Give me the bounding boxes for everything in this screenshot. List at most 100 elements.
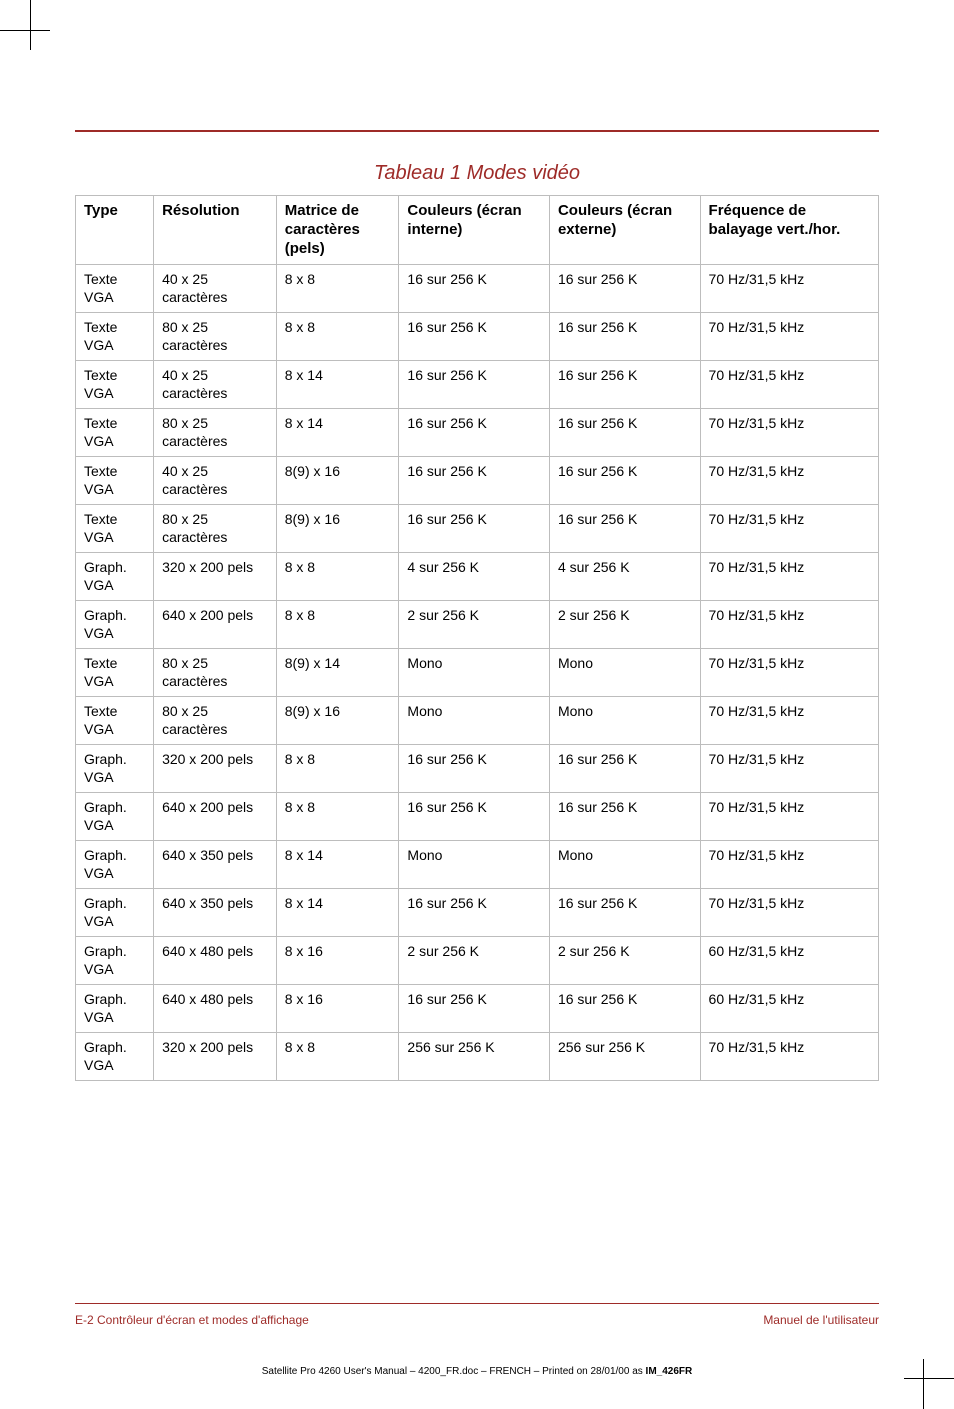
cell-res: 640 x 350 pels [154, 841, 277, 889]
cell-matrix: 8 x 8 [276, 601, 399, 649]
cell-cext: 16 sur 256 K [549, 313, 700, 361]
cell-cint: 16 sur 256 K [399, 265, 550, 313]
cell-res: 80 x 25 caractères [154, 649, 277, 697]
footer: E-2 Contrôleur d'écran et modes d'affich… [75, 1313, 879, 1327]
cell-freq: 70 Hz/31,5 kHz [700, 601, 878, 649]
cell-freq: 70 Hz/31,5 kHz [700, 313, 878, 361]
cell-cint: 16 sur 256 K [399, 793, 550, 841]
cell-res: 320 x 200 pels [154, 1033, 277, 1081]
cell-matrix: 8 x 8 [276, 265, 399, 313]
cell-freq: 70 Hz/31,5 kHz [700, 553, 878, 601]
table-row: Texte VGA80 x 25 caractères8(9) x 1616 s… [76, 505, 879, 553]
cell-freq: 70 Hz/31,5 kHz [700, 1033, 878, 1081]
cell-type: Graph. VGA [76, 889, 154, 937]
cell-cint: 16 sur 256 K [399, 457, 550, 505]
cell-cint: 16 sur 256 K [399, 409, 550, 457]
cell-cext: 2 sur 256 K [549, 937, 700, 985]
cell-type: Graph. VGA [76, 985, 154, 1033]
cell-res: 640 x 480 pels [154, 985, 277, 1033]
header-rule [75, 130, 879, 132]
cell-matrix: 8 x 8 [276, 313, 399, 361]
cell-type: Graph. VGA [76, 601, 154, 649]
col-frequency: Fréquence de balayage vert./hor. [700, 196, 878, 265]
cell-freq: 70 Hz/31,5 kHz [700, 409, 878, 457]
cell-cint: 16 sur 256 K [399, 313, 550, 361]
imprint: Satellite Pro 4260 User's Manual – 4200_… [0, 1366, 954, 1377]
cell-cint: 16 sur 256 K [399, 361, 550, 409]
footer-left: E-2 Contrôleur d'écran et modes d'affich… [75, 1313, 309, 1327]
table-row: Graph. VGA640 x 480 pels8 x 1616 sur 256… [76, 985, 879, 1033]
cell-type: Texte VGA [76, 649, 154, 697]
cell-cint: Mono [399, 697, 550, 745]
table-row: Graph. VGA640 x 350 pels8 x 1416 sur 256… [76, 889, 879, 937]
table-row: Graph. VGA640 x 480 pels8 x 162 sur 256 … [76, 937, 879, 985]
cell-res: 80 x 25 caractères [154, 697, 277, 745]
cell-type: Graph. VGA [76, 841, 154, 889]
table-header-row: Type Résolution Matrice de caractères (p… [76, 196, 879, 265]
page: Tableau 1 Modes vidéo Type Résolution Ma… [0, 0, 954, 1409]
cell-type: Texte VGA [76, 361, 154, 409]
col-matrix: Matrice de caractères (pels) [276, 196, 399, 265]
cell-matrix: 8 x 8 [276, 793, 399, 841]
cell-cint: Mono [399, 841, 550, 889]
cell-cext: 16 sur 256 K [549, 505, 700, 553]
cell-res: 40 x 25 caractères [154, 265, 277, 313]
cell-cext: Mono [549, 649, 700, 697]
cell-freq: 70 Hz/31,5 kHz [700, 793, 878, 841]
video-modes-table: Type Résolution Matrice de caractères (p… [75, 195, 879, 1081]
table-row: Texte VGA80 x 25 caractères8 x 816 sur 2… [76, 313, 879, 361]
cell-freq: 70 Hz/31,5 kHz [700, 889, 878, 937]
cell-freq: 70 Hz/31,5 kHz [700, 697, 878, 745]
cell-cext: 16 sur 256 K [549, 985, 700, 1033]
cell-cint: 16 sur 256 K [399, 985, 550, 1033]
footer-rule [75, 1303, 879, 1304]
cell-res: 640 x 480 pels [154, 937, 277, 985]
cell-freq: 70 Hz/31,5 kHz [700, 841, 878, 889]
cell-res: 640 x 200 pels [154, 601, 277, 649]
cell-cext: Mono [549, 841, 700, 889]
table-title: Tableau 1 Modes vidéo [75, 162, 879, 185]
cell-type: Texte VGA [76, 457, 154, 505]
cell-res: 40 x 25 caractères [154, 361, 277, 409]
cell-type: Graph. VGA [76, 745, 154, 793]
cell-matrix: 8(9) x 16 [276, 505, 399, 553]
cell-type: Graph. VGA [76, 1033, 154, 1081]
cell-cint: 16 sur 256 K [399, 505, 550, 553]
cell-type: Graph. VGA [76, 793, 154, 841]
cell-cext: Mono [549, 697, 700, 745]
col-type: Type [76, 196, 154, 265]
cell-type: Graph. VGA [76, 937, 154, 985]
cell-freq: 70 Hz/31,5 kHz [700, 265, 878, 313]
cell-cint: 2 sur 256 K [399, 937, 550, 985]
cell-matrix: 8(9) x 16 [276, 457, 399, 505]
footer-right: Manuel de l'utilisateur [763, 1313, 879, 1327]
cell-res: 640 x 200 pels [154, 793, 277, 841]
cell-matrix: 8(9) x 16 [276, 697, 399, 745]
cell-res: 320 x 200 pels [154, 553, 277, 601]
cell-freq: 70 Hz/31,5 kHz [700, 505, 878, 553]
table-row: Texte VGA80 x 25 caractères8(9) x 16Mono… [76, 697, 879, 745]
imprint-bold: IM_426FR [646, 1366, 693, 1377]
cell-cext: 256 sur 256 K [549, 1033, 700, 1081]
table-row: Texte VGA40 x 25 caractères8 x 1416 sur … [76, 361, 879, 409]
cell-matrix: 8 x 14 [276, 841, 399, 889]
cell-matrix: 8 x 14 [276, 361, 399, 409]
cell-type: Texte VGA [76, 313, 154, 361]
cell-cext: 16 sur 256 K [549, 889, 700, 937]
cell-res: 320 x 200 pels [154, 745, 277, 793]
cell-matrix: 8 x 8 [276, 745, 399, 793]
cell-cext: 16 sur 256 K [549, 793, 700, 841]
cell-cint: Mono [399, 649, 550, 697]
cell-cext: 16 sur 256 K [549, 745, 700, 793]
col-colors-internal: Couleurs (écran interne) [399, 196, 550, 265]
col-colors-external: Couleurs (écran externe) [549, 196, 700, 265]
cell-cint: 2 sur 256 K [399, 601, 550, 649]
cell-cext: 16 sur 256 K [549, 265, 700, 313]
cell-matrix: 8 x 14 [276, 889, 399, 937]
cell-matrix: 8 x 16 [276, 985, 399, 1033]
cell-type: Graph. VGA [76, 553, 154, 601]
cell-type: Texte VGA [76, 409, 154, 457]
cell-matrix: 8 x 14 [276, 409, 399, 457]
cell-cext: 16 sur 256 K [549, 409, 700, 457]
imprint-text: Satellite Pro 4260 User's Manual – 4200_… [262, 1366, 646, 1377]
